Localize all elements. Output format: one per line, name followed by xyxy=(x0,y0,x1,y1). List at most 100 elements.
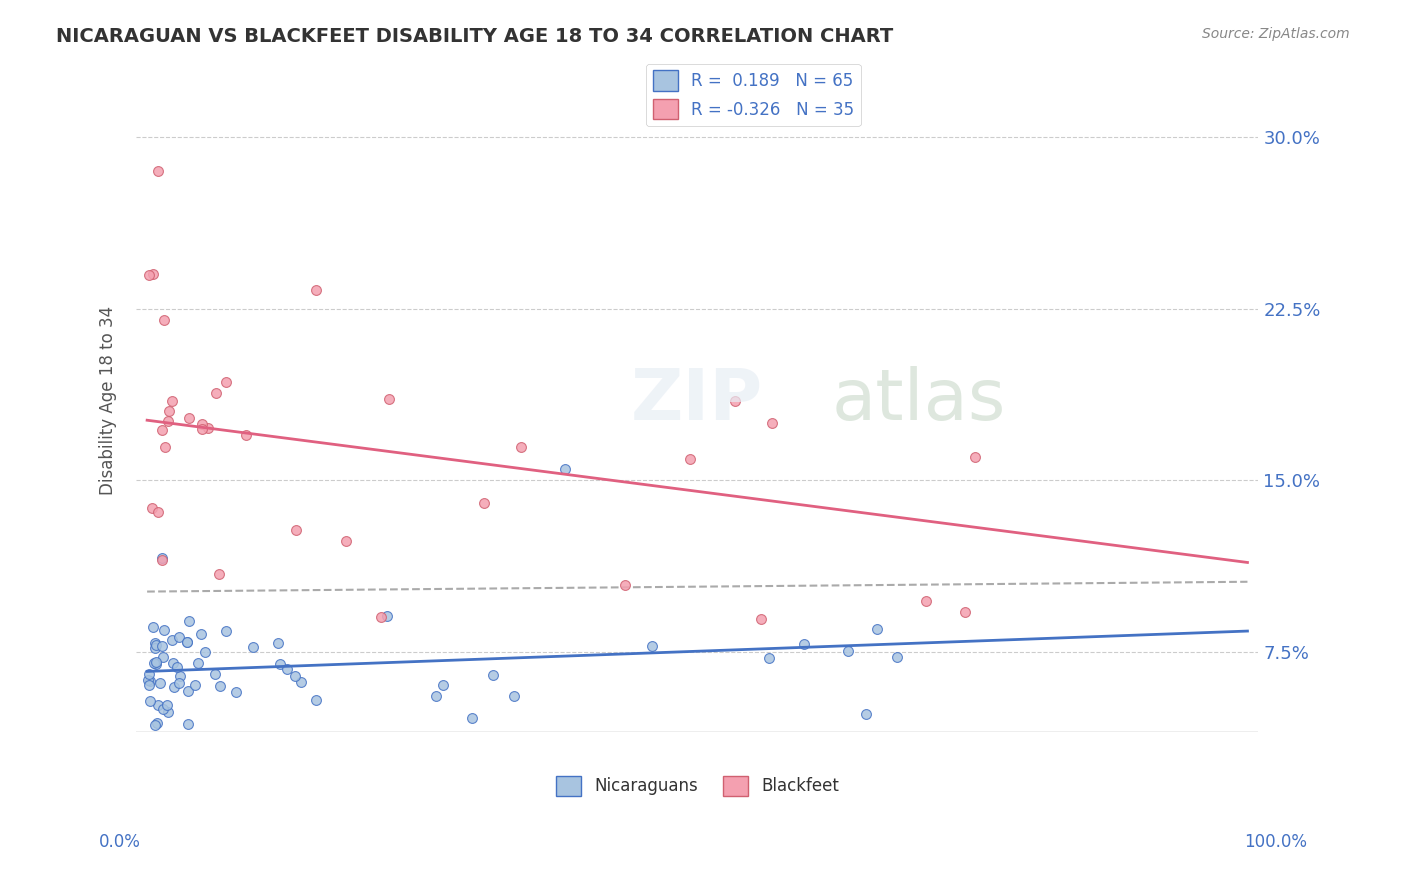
Text: 100.0%: 100.0% xyxy=(1244,833,1308,851)
Point xyxy=(915,594,938,608)
Point xyxy=(304,692,326,706)
Point xyxy=(749,611,772,625)
Point xyxy=(502,689,524,703)
Point xyxy=(187,657,209,671)
Point xyxy=(335,534,357,549)
Point xyxy=(481,668,503,682)
Point xyxy=(761,416,783,430)
Point xyxy=(378,392,401,406)
Point xyxy=(152,649,174,664)
Point xyxy=(204,666,226,681)
Point xyxy=(150,553,173,567)
Point xyxy=(866,622,889,636)
Point xyxy=(208,566,231,581)
Point xyxy=(472,496,495,510)
Text: atlas: atlas xyxy=(832,366,1007,434)
Point xyxy=(276,662,298,676)
Point xyxy=(157,404,180,418)
Point xyxy=(143,718,166,732)
Point xyxy=(138,678,160,692)
Point xyxy=(138,268,160,283)
Point xyxy=(157,414,180,428)
Point xyxy=(163,680,186,694)
Point xyxy=(425,690,447,704)
Point xyxy=(176,635,198,649)
Legend: Nicaraguans, Blackfeet: Nicaraguans, Blackfeet xyxy=(548,769,845,803)
Point xyxy=(145,639,167,653)
Point xyxy=(641,639,664,653)
Point xyxy=(138,666,160,681)
Point xyxy=(215,624,238,638)
Point xyxy=(837,644,859,658)
Point xyxy=(375,609,398,624)
Point xyxy=(955,605,977,619)
Point xyxy=(176,717,198,731)
Point xyxy=(166,660,188,674)
Point xyxy=(191,421,214,435)
Point xyxy=(679,451,702,466)
Point xyxy=(758,651,780,665)
Point xyxy=(162,656,184,670)
Point xyxy=(176,634,198,648)
Text: NICARAGUAN VS BLACKFEET DISABILITY AGE 18 TO 34 CORRELATION CHART: NICARAGUAN VS BLACKFEET DISABILITY AGE 1… xyxy=(56,27,893,45)
Point xyxy=(177,684,200,698)
Point xyxy=(145,657,167,671)
Point xyxy=(197,421,219,435)
Point xyxy=(284,668,307,682)
Point xyxy=(208,679,231,693)
Point xyxy=(152,702,174,716)
Point xyxy=(142,267,165,281)
Point xyxy=(225,685,247,699)
Y-axis label: Disability Age 18 to 34: Disability Age 18 to 34 xyxy=(100,305,117,494)
Point xyxy=(793,636,815,650)
Point xyxy=(153,440,176,454)
Point xyxy=(554,461,576,475)
Point xyxy=(160,632,183,647)
Point xyxy=(179,411,201,425)
Point xyxy=(855,706,877,721)
Point xyxy=(613,577,636,591)
Point xyxy=(149,675,172,690)
Point xyxy=(370,610,392,624)
Point xyxy=(139,674,162,689)
Point xyxy=(290,675,312,690)
Point xyxy=(156,706,179,720)
Point xyxy=(148,505,170,519)
Point xyxy=(191,417,214,432)
Point xyxy=(136,673,159,688)
Point xyxy=(965,450,987,464)
Point xyxy=(184,678,207,692)
Point xyxy=(204,385,226,400)
Point xyxy=(152,623,174,637)
Point xyxy=(150,424,173,438)
Point xyxy=(177,615,200,629)
Point xyxy=(150,551,173,566)
Point xyxy=(510,440,533,454)
Point xyxy=(723,393,745,408)
Point xyxy=(167,630,190,644)
Point xyxy=(235,427,257,442)
Point xyxy=(142,656,165,670)
Point xyxy=(242,640,264,654)
Point xyxy=(284,523,307,537)
Point xyxy=(146,698,169,712)
Point xyxy=(162,393,184,408)
Point xyxy=(139,694,162,708)
Point xyxy=(432,678,454,692)
Point xyxy=(142,620,165,634)
Point xyxy=(146,164,169,178)
Point xyxy=(215,376,238,390)
Point xyxy=(156,698,179,712)
Point xyxy=(152,313,174,327)
Point xyxy=(141,501,163,516)
Text: ZIP: ZIP xyxy=(631,366,763,434)
Point xyxy=(146,715,169,730)
Text: 0.0%: 0.0% xyxy=(98,833,141,851)
Point xyxy=(267,636,290,650)
Text: Source: ZipAtlas.com: Source: ZipAtlas.com xyxy=(1202,27,1350,41)
Point xyxy=(150,640,173,654)
Point xyxy=(190,627,212,641)
Point xyxy=(143,641,166,656)
Point xyxy=(886,649,908,664)
Point xyxy=(169,668,191,682)
